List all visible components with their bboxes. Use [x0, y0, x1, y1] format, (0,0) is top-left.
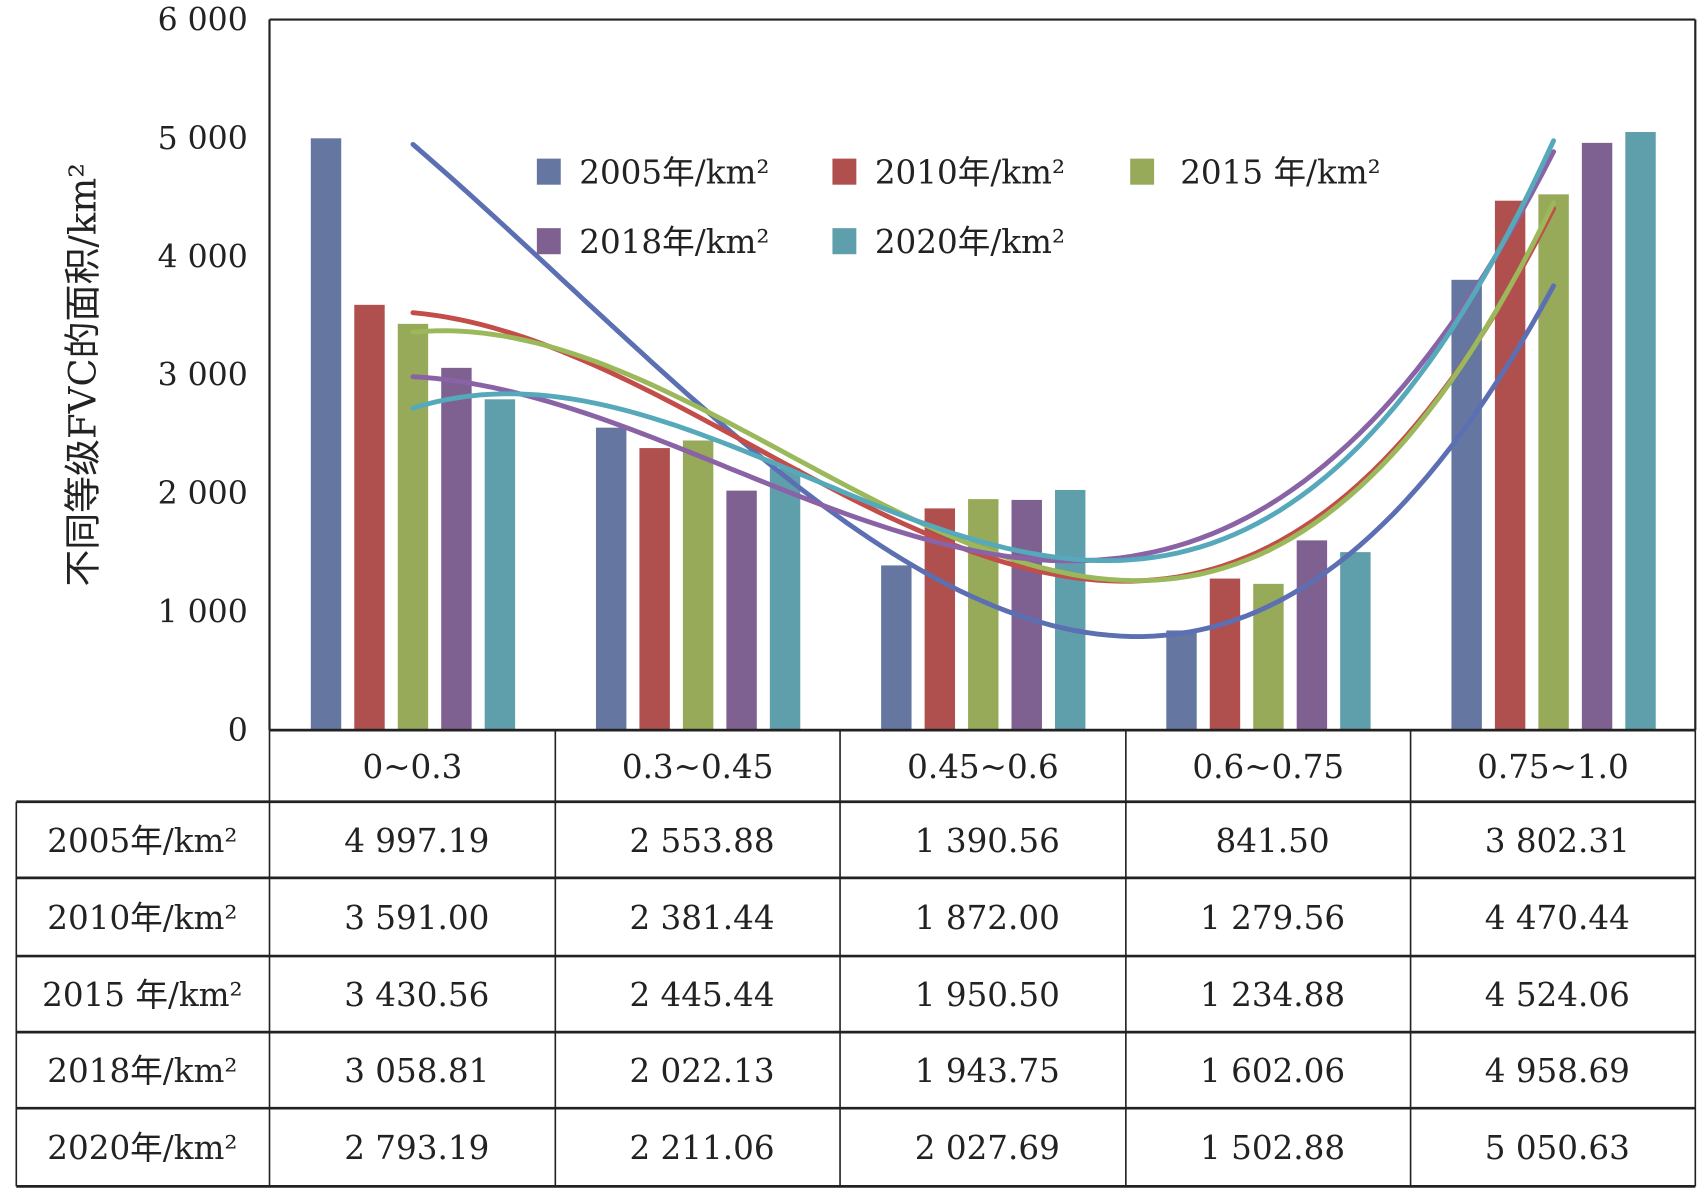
legend-swatch [1130, 158, 1155, 185]
bar-2020-0.6~0.75 [1340, 552, 1371, 731]
table-cell-value: 2 027.69 [915, 1129, 1060, 1167]
bar-2015-0.75~1.0 [1538, 194, 1569, 731]
bar-2015-0.3~0.45 [682, 440, 714, 731]
table-cell-value: 3 591.00 [344, 899, 489, 937]
table-row-header: 2005年/km² [47, 822, 237, 860]
bar-2018-0.3~0.45 [726, 490, 757, 731]
y-tick-label: 1 000 [158, 595, 248, 631]
table-cell-value: 841.50 [1216, 822, 1330, 860]
y-tick-label: 3 000 [158, 358, 248, 394]
bar-2005-0.45~0.6 [881, 565, 912, 731]
category-label: 0.3~0.45 [622, 748, 774, 786]
bar-2010-0.75~1.0 [1494, 200, 1526, 731]
table-cell-value: 1 390.56 [915, 822, 1060, 860]
table-cell-value: 1 950.50 [915, 976, 1060, 1014]
table-cell-value: 4 470.44 [1485, 899, 1630, 937]
table-cell-value: 2 211.06 [629, 1129, 774, 1167]
table-cell-value: 3 430.56 [344, 976, 489, 1014]
y-tick-label: 5 000 [158, 121, 248, 157]
bar-2010-0.3~0.45 [639, 448, 670, 731]
bar-2018-0.75~1.0 [1581, 142, 1613, 731]
legend: 2005年/km² 2010年/km² 2015 年/km² 2018年/km² 202… [536, 154, 1381, 261]
table-cell-value: 3 058.81 [344, 1052, 489, 1090]
table-cell-value: 4 958.69 [1485, 1052, 1630, 1090]
legend-swatch [832, 158, 857, 185]
table-row-header: 2020年/km² [47, 1129, 237, 1167]
y-tick-label: 0 [228, 713, 248, 749]
table-cell-value: 2 553.88 [629, 822, 774, 860]
trendline-2018 [410, 149, 1557, 564]
table-row-header: 2018年/km² [47, 1052, 237, 1090]
bar-2018-0.6~0.75 [1296, 540, 1328, 731]
legend-swatch [832, 228, 857, 255]
bar-2020-0.75~1.0 [1625, 131, 1656, 731]
table-cell-value: 2 793.19 [344, 1129, 489, 1167]
trendline-2010 [410, 206, 1557, 584]
category-label: 0.6~0.75 [1192, 748, 1344, 786]
table-cell-value: 1 943.75 [915, 1052, 1060, 1090]
bar-2020-0~0.3 [484, 399, 516, 731]
legend-swatch [536, 228, 561, 255]
table-cell-value: 1 279.56 [1200, 899, 1345, 937]
trendline-2005 [410, 141, 1557, 639]
table-cell-value: 5 050.63 [1485, 1129, 1630, 1167]
y-tick-label: 2 000 [158, 476, 248, 512]
bar-2005-0~0.3 [310, 138, 342, 731]
table-cell-value: 2 445.44 [629, 976, 774, 1014]
table-row-header: 2010年/km² [47, 899, 237, 937]
table-cell-value: 2 381.44 [629, 899, 774, 937]
bar-2005-0.6~0.75 [1166, 630, 1197, 731]
bar-2020-0.3~0.45 [769, 468, 801, 731]
bar-2005-0.75~1.0 [1451, 279, 1482, 731]
bar-2015-0~0.3 [397, 323, 429, 731]
table-cell-value: 3 802.31 [1485, 822, 1630, 860]
category-label: 0~0.3 [362, 748, 462, 786]
bar-2020-0.45~0.6 [1055, 489, 1086, 731]
bars-layer [310, 131, 1656, 731]
category-label: 0.75~1.0 [1477, 748, 1629, 786]
table-cell-value: 1 234.88 [1200, 976, 1345, 1014]
bar-2005-0.3~0.45 [595, 427, 627, 731]
legend-label: 2018年/km² [579, 223, 769, 261]
table-cell-value: 2 022.13 [629, 1052, 774, 1090]
data-table: 0~0.3 0.3~0.45 0.45~0.6 0.6~0.75 0.75~1.0 200… [15, 728, 1697, 1188]
bar-2010-0.6~0.75 [1209, 578, 1241, 731]
category-label: 0.45~0.6 [907, 748, 1059, 786]
table-row-header: 2015 年/km² [42, 976, 243, 1014]
legend-swatch [536, 158, 561, 185]
legend-label: 2010年/km² [875, 154, 1065, 192]
trendlines-layer [410, 138, 1557, 639]
y-axis-label: 不同等级FVC的面积/km² [62, 163, 105, 587]
legend-label: 2015 年/km² [1180, 154, 1381, 192]
table-cell-value: 1 602.06 [1200, 1052, 1345, 1090]
y-tick-label: 4 000 [158, 239, 248, 275]
axes-layer: 0 1 000 2 000 3 000 4 000 5 000 6 000 [158, 2, 1697, 749]
y-tick-label: 6 000 [158, 2, 248, 38]
legend-label: 2020年/km² [875, 223, 1065, 261]
table-cell-value: 1 872.00 [915, 899, 1060, 937]
bar-2010-0~0.3 [354, 304, 385, 731]
bar-2018-0~0.3 [441, 367, 472, 731]
table-cell-value: 1 502.88 [1200, 1129, 1345, 1167]
trendline-2015 [410, 200, 1557, 584]
table-cell-value: 4 524.06 [1485, 976, 1630, 1014]
trendline-2020 [410, 138, 1557, 564]
bar-2015-0.45~0.6 [968, 499, 999, 731]
table-cell-value: 4 997.19 [344, 822, 489, 860]
legend-label: 2005年/km² [579, 154, 769, 192]
